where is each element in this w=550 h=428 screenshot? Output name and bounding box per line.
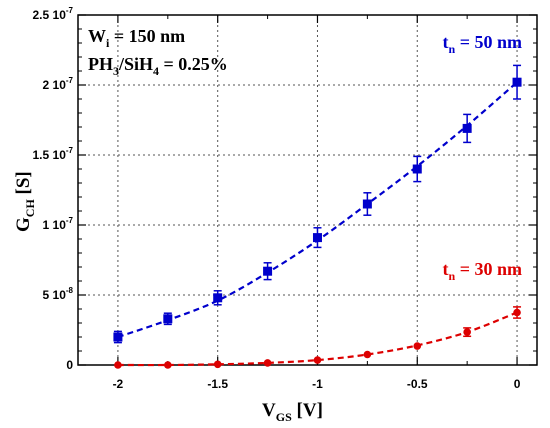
x-tick-label: -0.5: [407, 377, 428, 391]
data-point: [164, 361, 172, 369]
data-point: [313, 356, 322, 364]
y-tick-label: 1 10-7: [43, 216, 74, 232]
data-point: [312, 233, 322, 243]
data-point: [362, 199, 372, 209]
series-1: [114, 306, 522, 369]
data-point: [512, 77, 522, 87]
data-point: [462, 123, 472, 133]
data-point: [413, 342, 422, 350]
data-point: [263, 266, 273, 276]
x-axis-title: VGS [V]: [262, 400, 323, 424]
data-point: [513, 308, 521, 317]
data-point: [113, 332, 123, 342]
series-label-50nm: tn = 50 nm: [443, 32, 522, 56]
series-0: [113, 64, 522, 344]
x-tick-label: 0: [514, 377, 521, 391]
x-tick-label: -1: [312, 377, 323, 391]
annotation-wi: Wi = 150 nm: [88, 26, 185, 50]
data-point: [363, 350, 372, 359]
fit-curve: [117, 311, 518, 367]
data-point: [463, 328, 471, 336]
plot-frame: [77, 14, 538, 366]
y-tick-label: 0: [66, 358, 73, 372]
data-point: [263, 359, 272, 367]
data-point: [213, 293, 223, 303]
x-tick-label: -2: [113, 377, 124, 391]
y-axis-title: GCH [S]: [13, 171, 37, 232]
x-tick-label: -1.5: [207, 377, 228, 391]
data-point: [213, 360, 222, 369]
data-point: [163, 314, 173, 324]
data-point: [114, 361, 122, 369]
y-tick-label: 2 10-7: [43, 76, 74, 92]
annotation-gas-ratio: PH3/SiH4 = 0.25%: [88, 54, 228, 78]
y-tick-label: 2.5 10-7: [33, 6, 74, 22]
y-tick-label: 1.5 10-7: [33, 146, 74, 162]
series-layer: [113, 64, 522, 369]
y-tick-label: 5 10-8: [43, 286, 74, 302]
data-point: [412, 164, 422, 174]
series-label-30nm: tn = 30 nm: [443, 259, 522, 283]
